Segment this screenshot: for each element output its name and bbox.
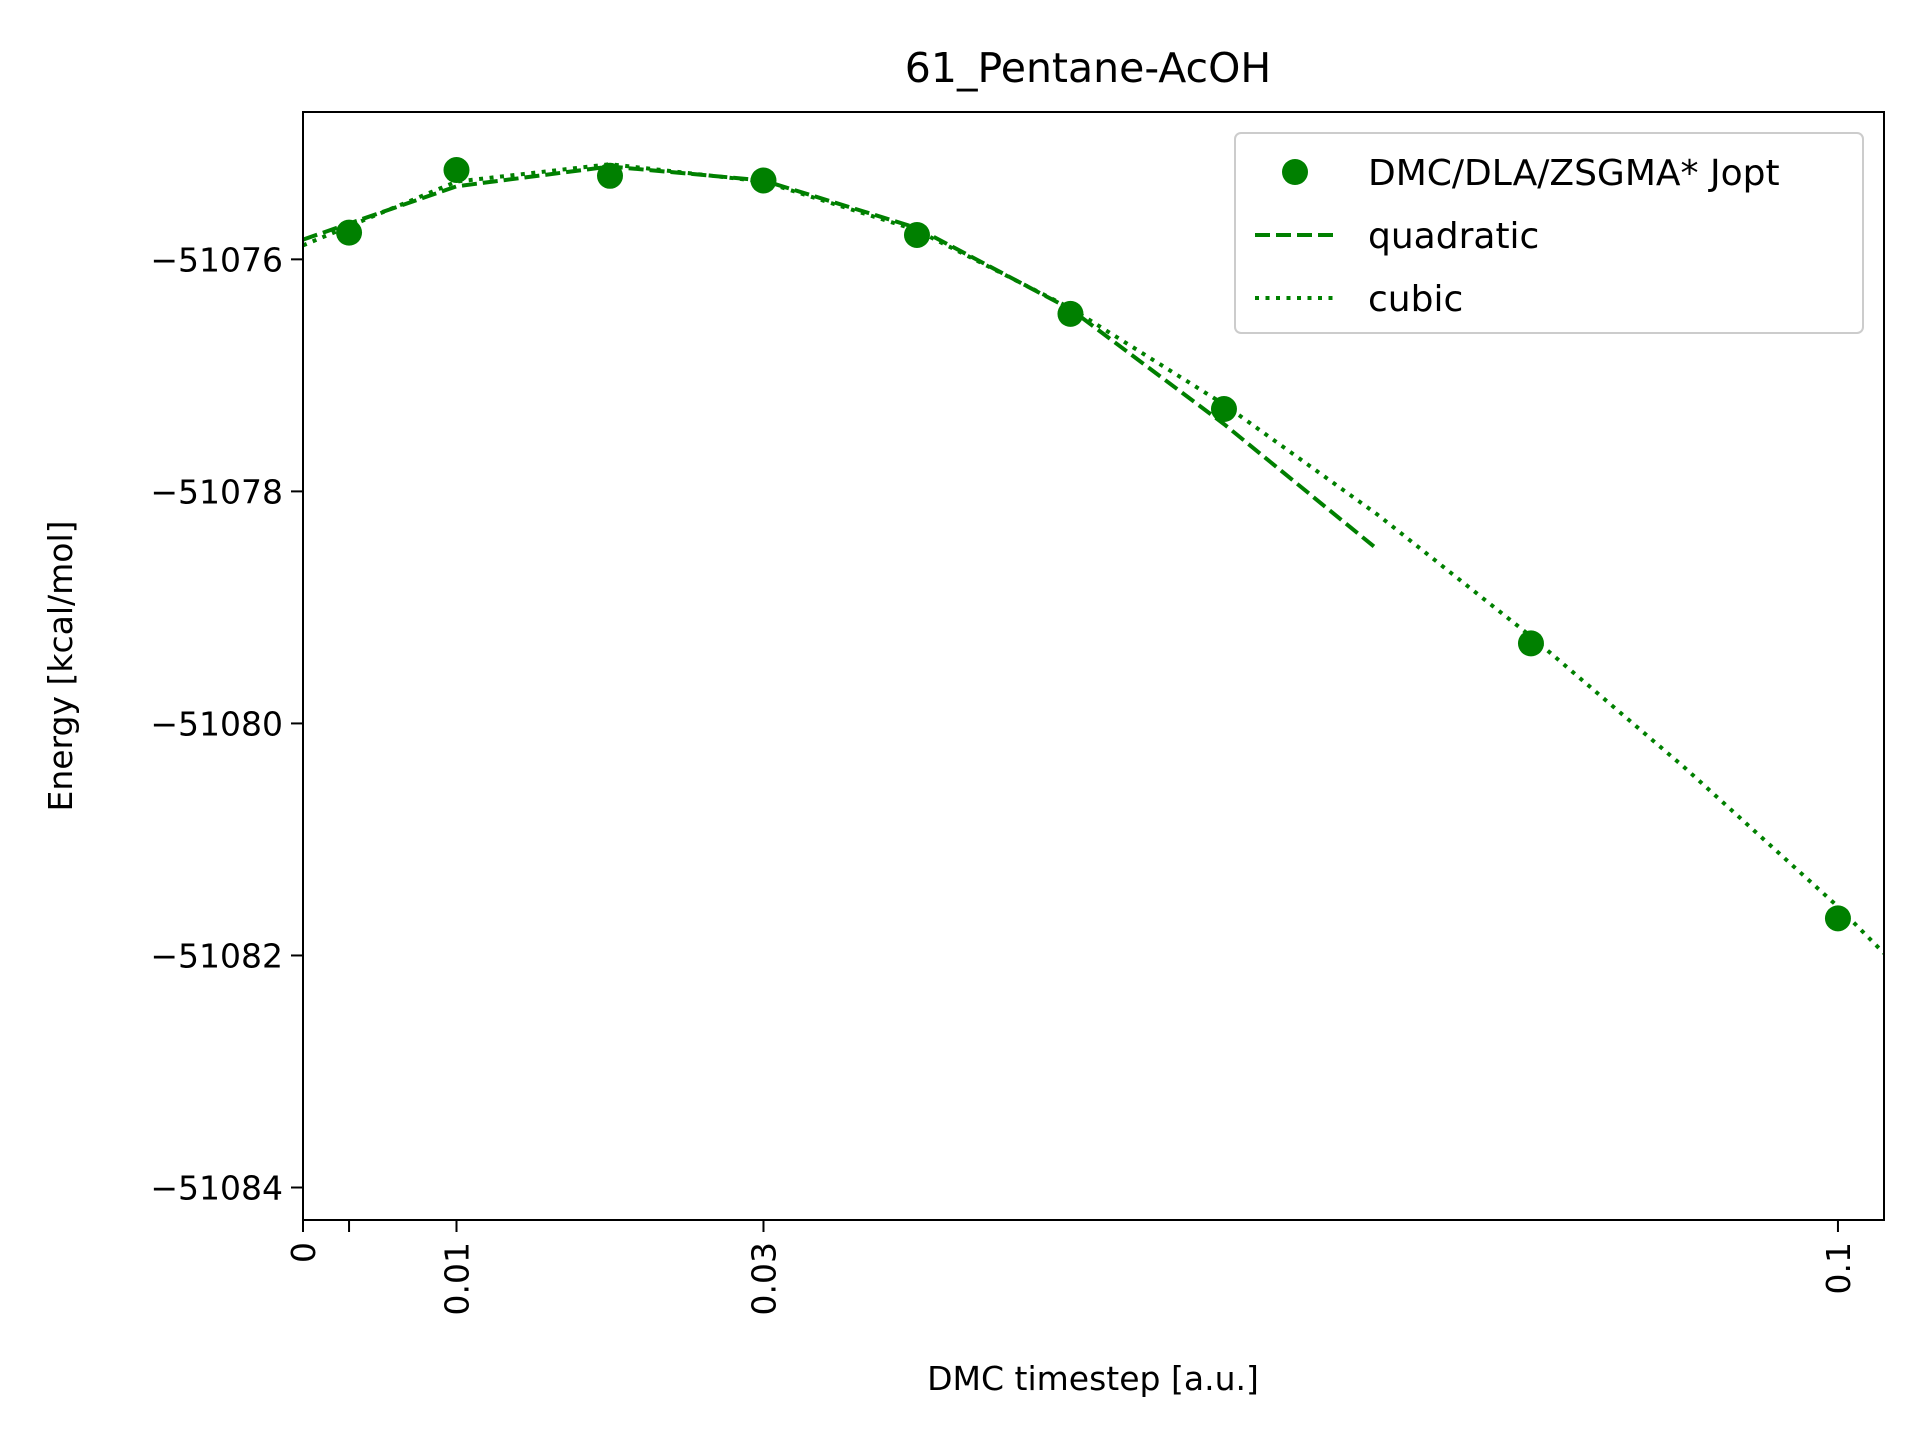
legend-box <box>1234 132 1864 334</box>
data-point <box>443 157 470 184</box>
x-tick-label: 0.1 <box>1819 1242 1858 1294</box>
legend-label: quadratic <box>1368 216 1539 257</box>
series-layer <box>303 157 1884 955</box>
data-point <box>903 221 930 248</box>
data-point <box>596 162 623 189</box>
legend-label: DMC/DLA/ZSGMA* Jopt <box>1368 153 1780 194</box>
x-axis: 0 0.01 0.03 0.1 <box>284 1220 1858 1315</box>
x-tick-label: 0.03 <box>744 1242 783 1315</box>
data-point <box>1824 905 1851 932</box>
y-tick-label: −51084 <box>150 1169 283 1208</box>
data-point <box>336 219 363 246</box>
data-point <box>1210 396 1237 423</box>
x-tick-label: 0.01 <box>437 1242 476 1315</box>
cubic-fit-line <box>303 162 1884 955</box>
quadratic-fit-line <box>303 164 1379 551</box>
plot-frame <box>302 111 1885 1221</box>
y-tick-label: −51080 <box>150 704 283 743</box>
legend-marker <box>1282 159 1308 185</box>
legend-label: cubic <box>1368 279 1463 320</box>
y-axis-label: Energy [kcal/mol] <box>41 520 80 811</box>
x-axis-label: DMC timestep [a.u.] <box>927 1359 1259 1398</box>
data-point <box>1517 630 1544 657</box>
legend: DMC/DLA/ZSGMA* Jopt quadratic cubic <box>1234 132 1864 334</box>
chart-title: 61_Pentane-AcOH <box>905 44 1271 92</box>
y-axis: −51076 −51078 −51080 −51082 −51084 <box>150 240 303 1208</box>
x-tick-label: 0 <box>284 1242 323 1263</box>
y-tick-label: −51082 <box>150 936 283 975</box>
y-tick-label: −51076 <box>150 240 283 279</box>
y-tick-label: −51078 <box>150 472 283 511</box>
